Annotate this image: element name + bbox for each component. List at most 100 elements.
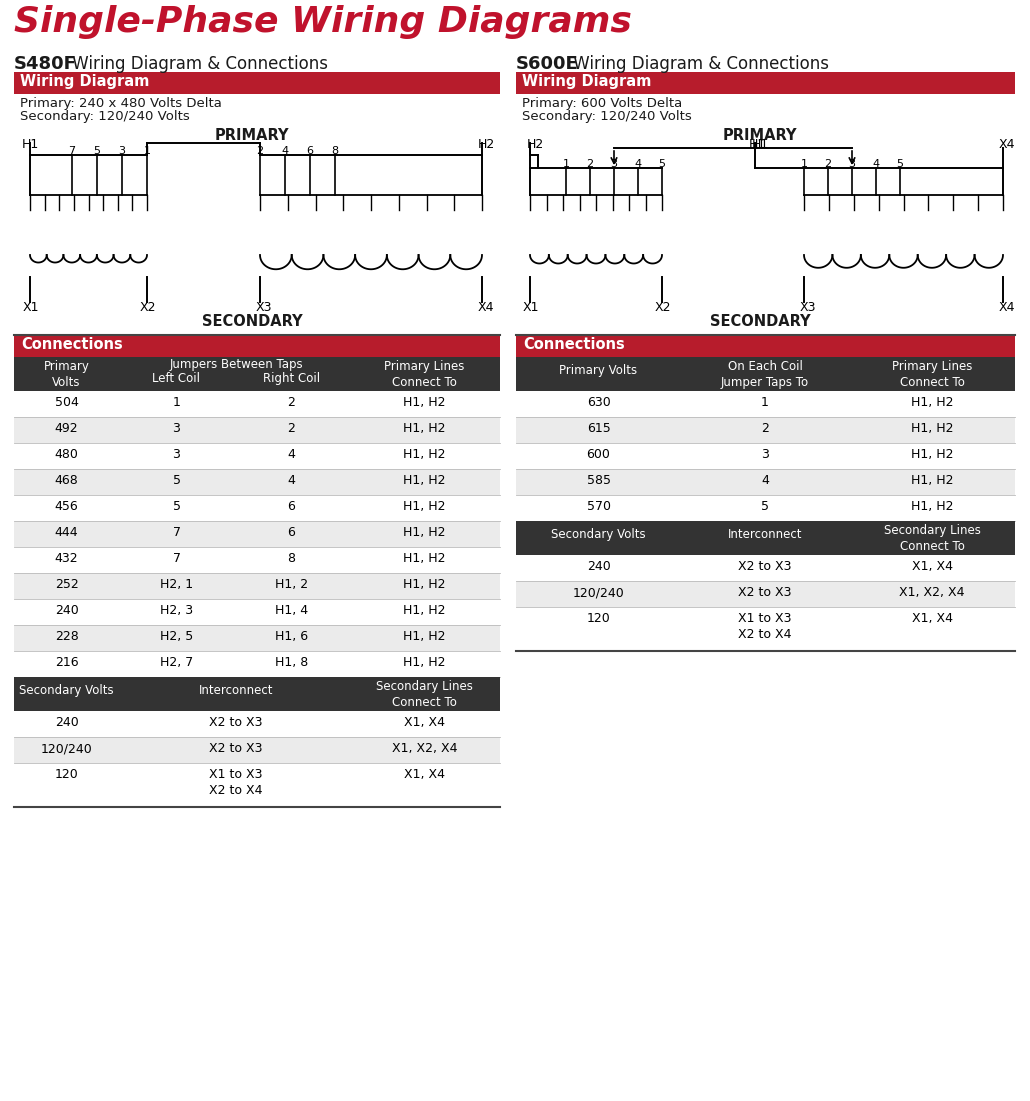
- Text: 7: 7: [68, 146, 75, 156]
- Text: 444: 444: [55, 526, 78, 539]
- Text: H1, 4: H1, 4: [275, 604, 308, 617]
- Text: Wiring Diagram & Connections: Wiring Diagram & Connections: [67, 55, 328, 73]
- Text: Connections: Connections: [523, 337, 625, 352]
- Text: PRIMARY: PRIMARY: [723, 128, 797, 143]
- Text: H1, H2: H1, H2: [404, 448, 446, 461]
- Text: Secondary Volts: Secondary Volts: [20, 684, 113, 697]
- Text: H2, 7: H2, 7: [160, 656, 194, 669]
- Text: H2, 5: H2, 5: [160, 630, 194, 643]
- Text: 6: 6: [287, 500, 296, 513]
- Text: 2: 2: [824, 159, 831, 168]
- Text: Secondary: 120/240 Volts: Secondary: 120/240 Volts: [20, 110, 190, 123]
- Text: X1: X1: [523, 301, 540, 314]
- Text: H1, H2: H1, H2: [911, 448, 953, 461]
- Text: Wiring Diagram: Wiring Diagram: [20, 74, 149, 89]
- Bar: [14, 737, 500, 763]
- Text: 5: 5: [761, 500, 769, 513]
- Bar: [516, 443, 1015, 469]
- Text: X4: X4: [999, 301, 1016, 314]
- Text: H1, H2: H1, H2: [404, 630, 446, 643]
- Text: S600E: S600E: [516, 55, 579, 73]
- Text: X1, X4: X1, X4: [912, 560, 953, 573]
- Bar: [516, 581, 1015, 607]
- Text: 3: 3: [611, 159, 618, 168]
- Text: H1, H2: H1, H2: [911, 396, 953, 408]
- Text: Single-Phase Wiring Diagrams: Single-Phase Wiring Diagrams: [14, 6, 631, 39]
- Bar: [516, 357, 1015, 391]
- Text: H1, H2: H1, H2: [404, 604, 446, 617]
- Text: Wiring Diagram: Wiring Diagram: [522, 74, 651, 89]
- Text: 5: 5: [172, 475, 180, 487]
- Bar: [516, 72, 1015, 94]
- Text: H1, H2: H1, H2: [911, 422, 953, 435]
- Text: 570: 570: [586, 500, 611, 513]
- Text: 240: 240: [55, 604, 78, 617]
- Text: 4: 4: [634, 159, 642, 168]
- Text: H1, H2: H1, H2: [404, 656, 446, 669]
- Bar: [14, 547, 500, 573]
- Text: H1, 2: H1, 2: [275, 578, 308, 591]
- Text: 585: 585: [586, 475, 611, 487]
- Bar: [14, 391, 500, 417]
- Text: X1, X4: X1, X4: [404, 716, 445, 729]
- Bar: [516, 391, 1015, 417]
- Bar: [14, 599, 500, 625]
- Bar: [14, 711, 500, 737]
- Text: X2: X2: [140, 301, 157, 314]
- Text: Jumpers Between Taps: Jumpers Between Taps: [169, 358, 303, 371]
- Text: 4: 4: [287, 448, 296, 461]
- Text: 6: 6: [307, 146, 313, 156]
- Bar: [516, 417, 1015, 443]
- Bar: [516, 335, 1015, 357]
- Bar: [14, 335, 500, 357]
- Text: 2: 2: [287, 422, 296, 435]
- Text: Connections: Connections: [21, 337, 123, 352]
- Text: 600: 600: [586, 448, 611, 461]
- Text: 8: 8: [332, 146, 339, 156]
- Text: PRIMARY: PRIMARY: [214, 128, 289, 143]
- Text: 120: 120: [587, 612, 611, 625]
- Text: 7: 7: [172, 526, 180, 539]
- Text: H1, H2: H1, H2: [911, 475, 953, 487]
- Text: X1, X2, X4: X1, X2, X4: [899, 586, 965, 599]
- Text: H1, H2: H1, H2: [404, 526, 446, 539]
- Bar: [14, 443, 500, 469]
- Text: Secondary Volts: Secondary Volts: [551, 528, 646, 541]
- Text: X2: X2: [655, 301, 672, 314]
- Text: X1, X4: X1, X4: [912, 612, 953, 625]
- Text: 2: 2: [287, 396, 296, 408]
- Bar: [14, 625, 500, 651]
- Text: Secondary Lines
Connect To: Secondary Lines Connect To: [376, 680, 473, 709]
- Text: X4: X4: [478, 301, 494, 314]
- Text: 5: 5: [94, 146, 101, 156]
- Text: SECONDARY: SECONDARY: [202, 314, 303, 329]
- Text: X1 to X3
X2 to X4: X1 to X3 X2 to X4: [209, 768, 263, 797]
- Text: 615: 615: [587, 422, 611, 435]
- Text: 492: 492: [55, 422, 78, 435]
- Text: 1: 1: [143, 146, 150, 156]
- Text: H1: H1: [752, 138, 769, 151]
- Text: 228: 228: [55, 630, 78, 643]
- Text: Primary
Volts: Primary Volts: [43, 360, 90, 389]
- Text: 120/240: 120/240: [40, 742, 93, 755]
- Text: X2 to X3: X2 to X3: [209, 716, 263, 729]
- Text: Primary Lines
Connect To: Primary Lines Connect To: [384, 360, 465, 389]
- Text: 3: 3: [173, 448, 180, 461]
- Text: 2: 2: [256, 146, 264, 156]
- Bar: [14, 417, 500, 443]
- Text: 216: 216: [55, 656, 78, 669]
- Text: Interconnect: Interconnect: [199, 684, 273, 697]
- Text: 1: 1: [761, 396, 769, 408]
- Text: 8: 8: [287, 552, 296, 565]
- Text: 480: 480: [55, 448, 78, 461]
- Text: 1: 1: [800, 159, 808, 168]
- Text: Left Coil: Left Coil: [152, 372, 201, 385]
- Bar: [14, 357, 500, 391]
- Text: X1, X4: X1, X4: [404, 768, 445, 781]
- Bar: [516, 495, 1015, 521]
- Bar: [516, 521, 1015, 555]
- Text: Right Coil: Right Coil: [263, 372, 320, 385]
- Text: X2 to X3: X2 to X3: [739, 586, 792, 599]
- Text: 1: 1: [173, 396, 180, 408]
- Text: H1, H2: H1, H2: [911, 500, 953, 513]
